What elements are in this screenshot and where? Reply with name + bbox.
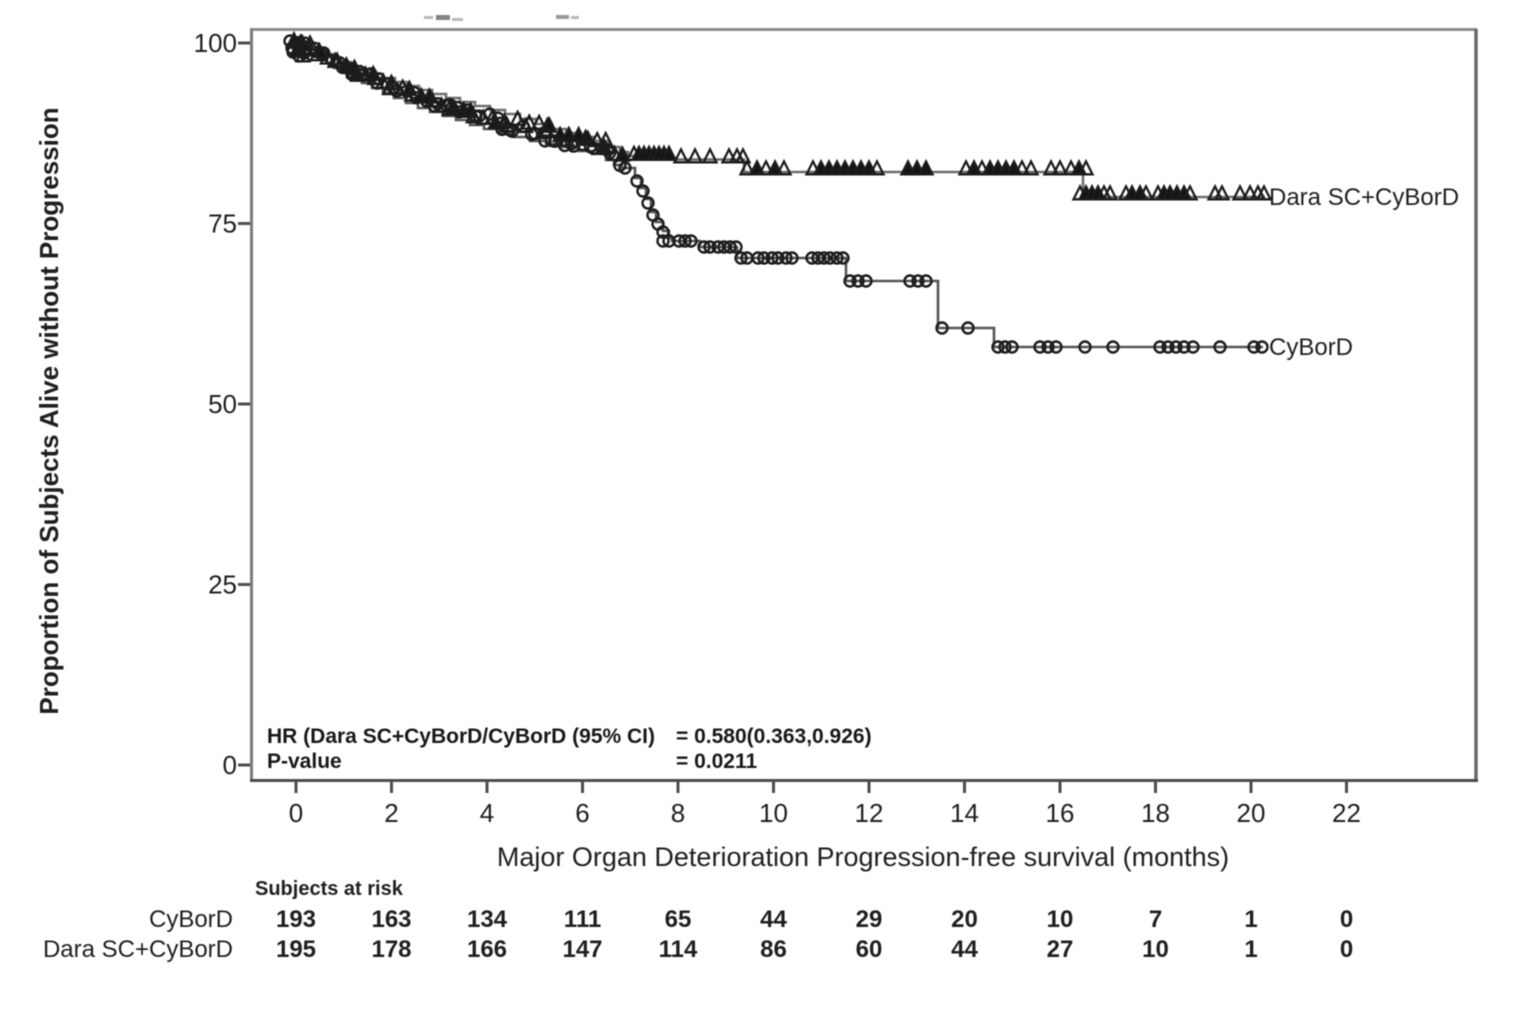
svg-text:14: 14 <box>950 798 979 828</box>
svg-text:86: 86 <box>760 936 787 963</box>
svg-text:20: 20 <box>951 906 978 933</box>
svg-text:12: 12 <box>855 798 884 828</box>
svg-text:44: 44 <box>951 936 978 963</box>
svg-text:0: 0 <box>289 798 303 828</box>
svg-text:= 0.580(0.363,0.926): = 0.580(0.363,0.926) <box>676 725 872 748</box>
svg-text:2: 2 <box>384 798 398 828</box>
svg-text:Subjects at risk: Subjects at risk <box>255 878 404 900</box>
svg-text:166: 166 <box>467 936 507 963</box>
svg-text:111: 111 <box>564 906 601 933</box>
svg-text:4: 4 <box>480 798 494 828</box>
svg-text:16: 16 <box>1046 798 1075 828</box>
svg-text:20: 20 <box>1237 798 1266 828</box>
svg-text:Proportion of Subjects Alive w: Proportion of Subjects Alive without Pro… <box>34 107 64 714</box>
svg-text:75: 75 <box>208 209 237 239</box>
svg-text:Dara SC+CyBorD: Dara SC+CyBorD <box>1269 184 1459 211</box>
svg-text:147: 147 <box>562 936 602 963</box>
svg-text:134: 134 <box>467 906 508 933</box>
svg-text:114: 114 <box>659 936 698 963</box>
svg-text:HR (Dara SC+CyBorD/CyBorD (95%: HR (Dara SC+CyBorD/CyBorD (95% CI) <box>267 725 655 748</box>
svg-text:27: 27 <box>1047 936 1074 963</box>
svg-text:25: 25 <box>208 570 237 600</box>
svg-text:0: 0 <box>223 750 237 780</box>
svg-text:10: 10 <box>1047 906 1074 933</box>
svg-text:6: 6 <box>575 798 589 828</box>
svg-text:10: 10 <box>759 798 788 828</box>
svg-text:P-value: P-value <box>267 750 342 773</box>
svg-text:50: 50 <box>208 389 237 419</box>
svg-text:1: 1 <box>1244 906 1257 933</box>
svg-text:Dara SC+CyBorD: Dara SC+CyBorD <box>43 936 233 963</box>
svg-text:100: 100 <box>194 28 237 58</box>
svg-text:178: 178 <box>371 936 411 963</box>
svg-text:CyBorD: CyBorD <box>1269 334 1353 361</box>
svg-text:22: 22 <box>1332 798 1361 828</box>
svg-text:0: 0 <box>1340 936 1353 963</box>
svg-text:10: 10 <box>1142 936 1169 963</box>
svg-text:65: 65 <box>665 906 692 933</box>
svg-text:193: 193 <box>276 906 316 933</box>
svg-text:60: 60 <box>856 936 883 963</box>
svg-text:44: 44 <box>760 906 787 933</box>
svg-text:Major Organ Deterioration Prog: Major Organ Deterioration Progression-fr… <box>497 842 1229 872</box>
svg-text:0: 0 <box>1340 906 1353 933</box>
svg-text:18: 18 <box>1141 798 1170 828</box>
svg-text:1: 1 <box>1244 936 1257 963</box>
svg-text:163: 163 <box>371 906 411 933</box>
svg-text:7: 7 <box>1149 906 1162 933</box>
svg-text:CyBorD: CyBorD <box>149 906 233 933</box>
svg-text:8: 8 <box>671 798 685 828</box>
svg-text:29: 29 <box>856 906 883 933</box>
svg-text:= 0.0211: = 0.0211 <box>676 750 757 773</box>
svg-text:195: 195 <box>276 936 316 963</box>
